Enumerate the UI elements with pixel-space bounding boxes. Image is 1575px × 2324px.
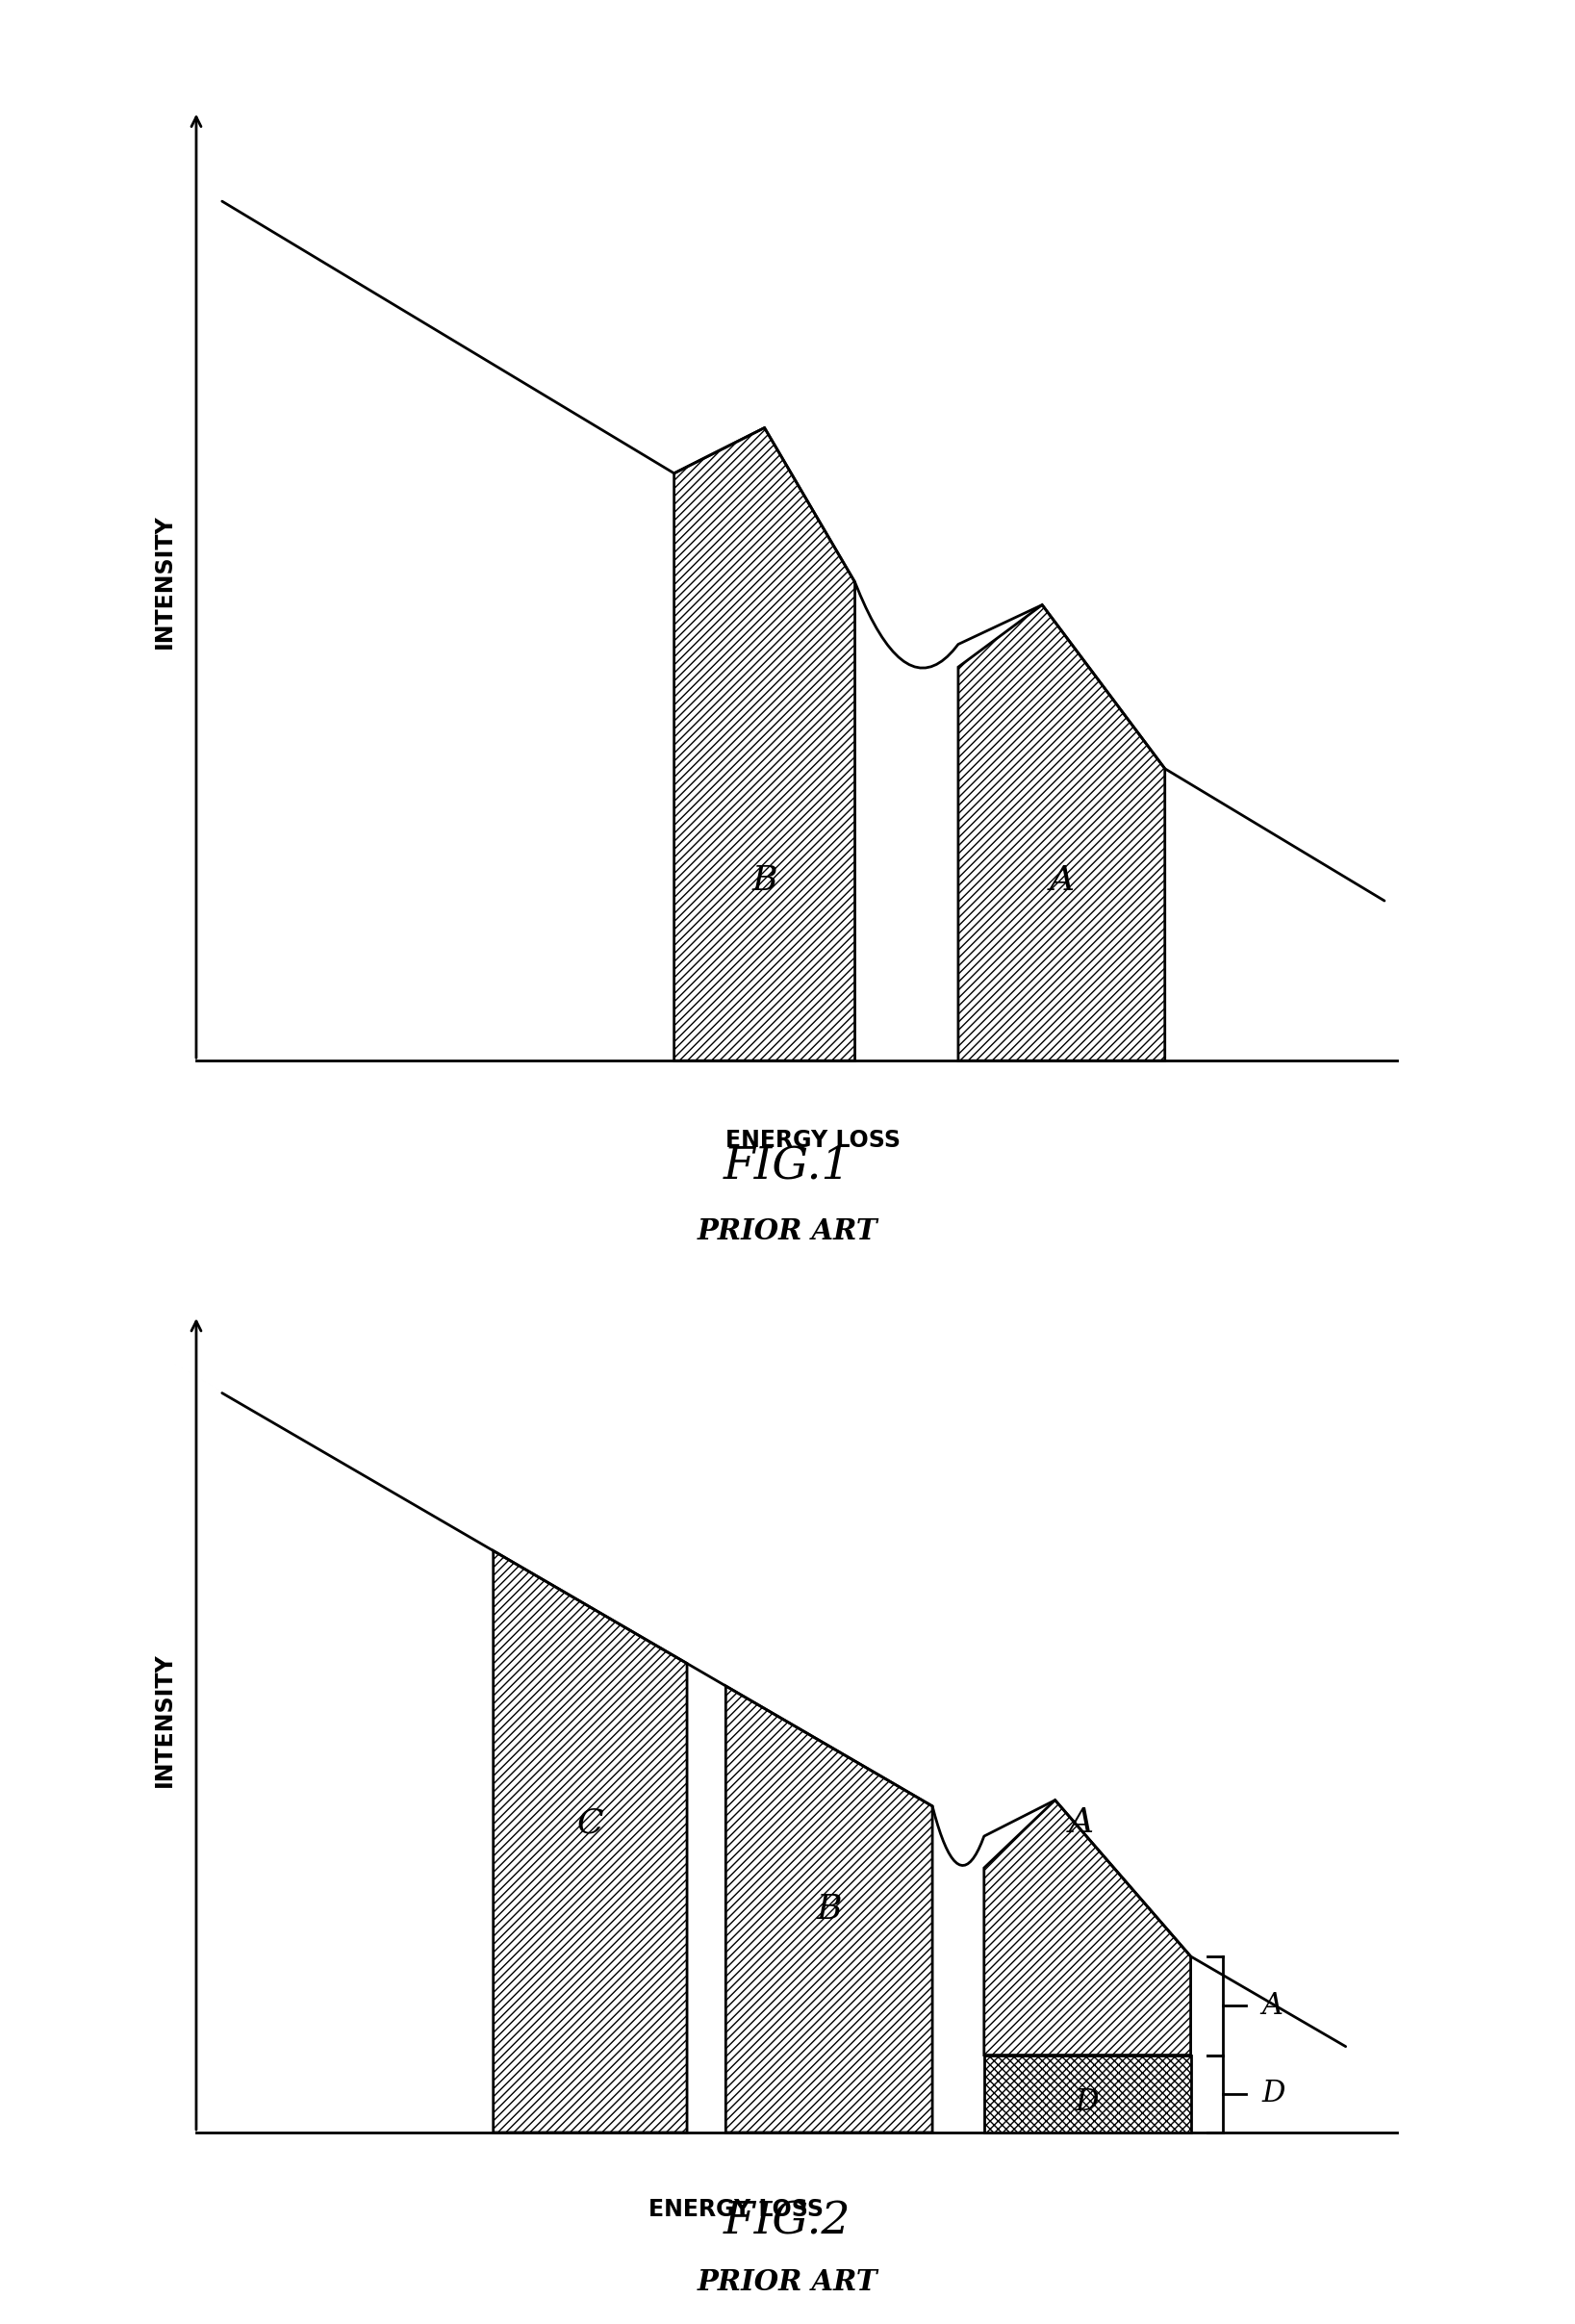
Text: D: D <box>1076 2087 1099 2117</box>
Text: FIG.1: FIG.1 <box>723 1146 852 1188</box>
Text: ENERGY LOSS: ENERGY LOSS <box>649 2199 824 2222</box>
Polygon shape <box>958 604 1165 1060</box>
Text: B: B <box>751 865 776 897</box>
Text: FIG.2: FIG.2 <box>723 2201 852 2243</box>
Polygon shape <box>984 1801 1191 2054</box>
Text: A: A <box>1068 1806 1093 1838</box>
Text: PRIOR ART: PRIOR ART <box>698 2268 877 2296</box>
Text: A: A <box>1262 1992 1284 2020</box>
Polygon shape <box>493 1550 687 2133</box>
Text: A: A <box>1049 865 1074 897</box>
Polygon shape <box>726 1685 932 2133</box>
Polygon shape <box>984 2054 1191 2133</box>
Text: B: B <box>816 1892 841 1924</box>
Text: INTENSITY: INTENSITY <box>153 1652 175 1787</box>
Polygon shape <box>674 428 855 1060</box>
Text: D: D <box>1262 2080 1285 2108</box>
Text: ENERGY LOSS: ENERGY LOSS <box>726 1129 901 1153</box>
Text: INTENSITY: INTENSITY <box>153 514 175 648</box>
Text: PRIOR ART: PRIOR ART <box>698 1218 877 1246</box>
Text: C: C <box>576 1806 603 1838</box>
